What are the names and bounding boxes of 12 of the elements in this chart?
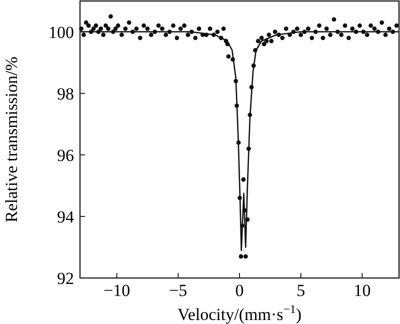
y-tick-label: 92: [57, 269, 74, 288]
y-tick-label: 94: [57, 207, 74, 226]
x-tick-label: 5: [296, 281, 306, 300]
x-tick-label: 10: [354, 281, 371, 300]
x-tick-label: −10: [104, 281, 130, 300]
x-axis-title: Velocity/(mm·s$^{−1}$): [177, 302, 302, 324]
x-tick-label: 0: [235, 281, 244, 300]
y-tick-label: 98: [57, 84, 74, 104]
y-axis-title: Relative transmission/%: [2, 56, 21, 222]
y-tick-label: 100: [48, 22, 74, 42]
x-tick-label: −5: [169, 281, 188, 300]
y-tick-label: 96: [57, 146, 74, 165]
